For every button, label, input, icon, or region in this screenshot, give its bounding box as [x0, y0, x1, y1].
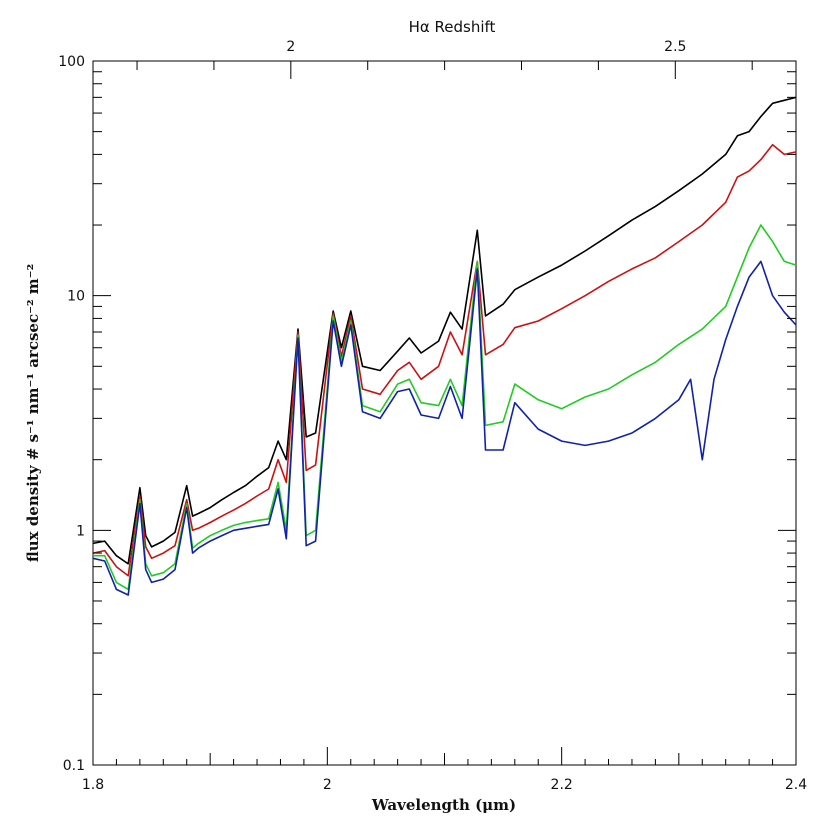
label-layer: 1.8 2 2.2 2.4 2 2.5 0.1 1 10 100: [58, 39, 807, 793]
y-axis-title: flux density # s⁻¹ nm⁻¹ arcsec⁻² m⁻²: [24, 264, 42, 562]
top-axis-title: Hα Redshift: [409, 18, 496, 36]
y-tick-label: 10: [67, 289, 85, 305]
series-line-2: [93, 224, 797, 591]
plot-frame: [92, 60, 797, 766]
tick-layer: [92, 61, 797, 766]
x-tick-label: 2: [323, 777, 332, 793]
series-line-0: [92, 96, 797, 565]
series-line-1: [92, 143, 797, 577]
series-layer: [92, 96, 797, 596]
top-tick-label: 2.5: [664, 39, 686, 55]
y-tick-label: 0.1: [63, 758, 85, 774]
y-tick-label: 100: [58, 54, 85, 70]
x-tick-label: 2.2: [551, 777, 573, 793]
x-axis-title: Wavelength (μm): [371, 796, 516, 814]
series-line-3: [92, 260, 797, 596]
y-tick-label: 1: [76, 523, 85, 539]
top-tick-label: 2: [286, 39, 295, 55]
x-tick-label: 1.8: [82, 777, 104, 793]
x-tick-label: 2.4: [785, 777, 807, 793]
